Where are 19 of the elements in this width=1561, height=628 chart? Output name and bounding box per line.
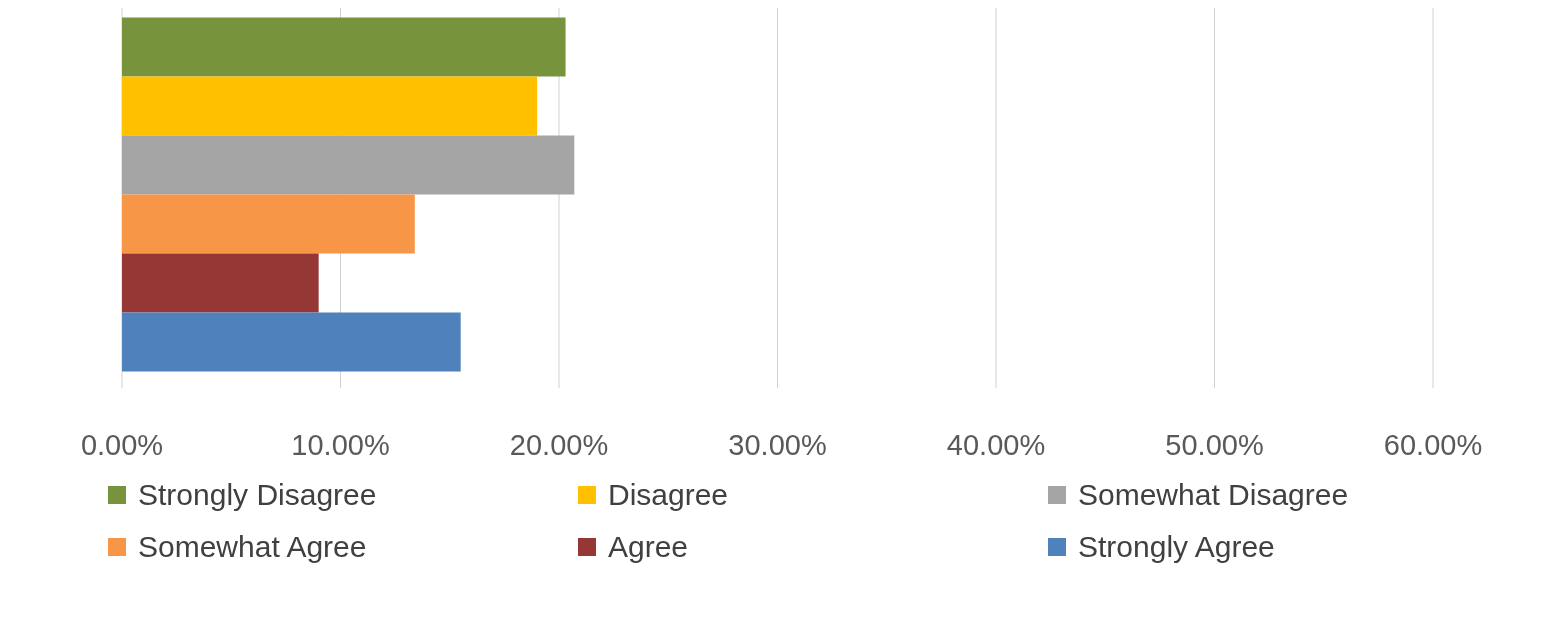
bar [122, 253, 319, 313]
bar [122, 17, 566, 77]
bar [122, 76, 538, 136]
legend-label: Agree [608, 530, 689, 564]
x-tick-label: 10.00% [291, 428, 390, 461]
x-tick-label: 30.00% [728, 428, 827, 461]
legend-label: Somewhat Disagree [1078, 478, 1349, 512]
legend-label: Strongly Disagree [138, 478, 377, 512]
x-tick-label: 0.00% [80, 428, 164, 461]
bar [122, 135, 575, 195]
bar [122, 194, 415, 254]
x-tick-label: 60.00% [1383, 428, 1483, 461]
legend-label: Disagree [608, 478, 729, 512]
x-tick-label: 20.00% [509, 428, 609, 461]
legend-label: Strongly Agree [1078, 530, 1275, 564]
legend-label: Somewhat Agree [138, 530, 367, 564]
bar [122, 312, 461, 372]
x-tick-label: 40.00% [946, 428, 1046, 461]
x-tick-label: 50.00% [1165, 428, 1264, 461]
